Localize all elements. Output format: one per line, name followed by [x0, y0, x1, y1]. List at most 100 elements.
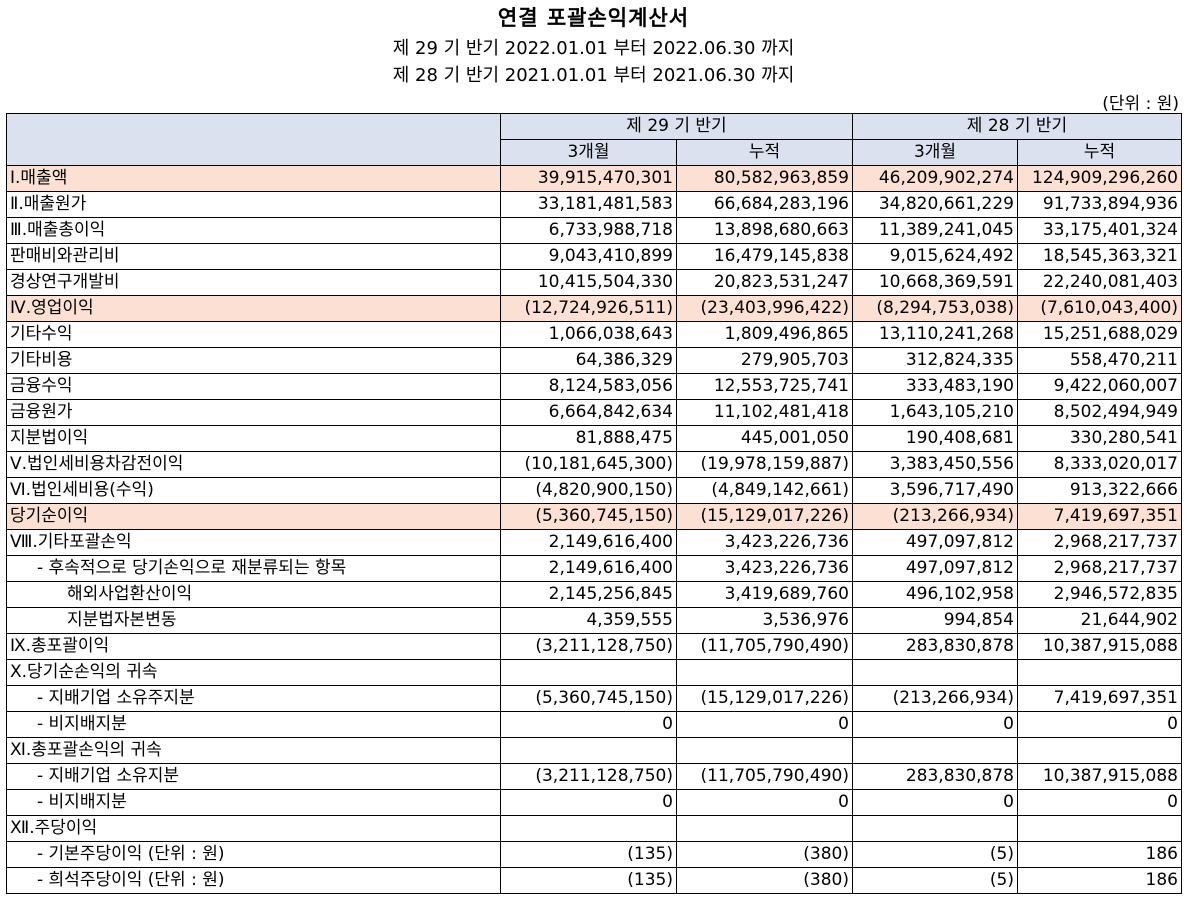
- amount-cell: (5,360,745,150): [500, 685, 677, 712]
- amount-cell: (11,705,790,490): [676, 633, 853, 660]
- account-label: 금융수익: [6, 373, 501, 400]
- table-row: Ⅰ.매출액 39,915,470,301 80,582,963,859 46,209,…: [6, 165, 1182, 192]
- amount-cell: 186: [1017, 841, 1182, 868]
- income-statement-table: 제 29 기 반기 제 28 기 반기 3개월 누적 3개월 누적 Ⅰ.매출액 3…: [6, 113, 1182, 894]
- amount-cell: 279,905,703: [676, 347, 853, 374]
- amount-cell: 4,359,555: [500, 607, 677, 634]
- table-row: Ⅲ.매출총이익 6,733,988,718 13,898,680,663 11,389…: [6, 217, 1182, 244]
- amount-cell: 333,483,190: [852, 373, 1018, 400]
- amount-cell: 0: [852, 711, 1018, 738]
- amount-cell: 6,664,842,634: [500, 399, 677, 426]
- amount-cell: [500, 737, 677, 764]
- amount-cell: 497,097,812: [852, 555, 1018, 582]
- table-row: - 후속적으로 당기손익으로 재분류되는 항목 2,149,616,400 3,42…: [6, 555, 1182, 582]
- amount-cell: 33,181,481,583: [500, 191, 677, 218]
- amount-cell: 186: [1017, 867, 1182, 894]
- amount-cell: 3,596,717,490: [852, 477, 1018, 504]
- amount-cell: [676, 815, 853, 842]
- table-row: Ⅵ.법인세비용(수익) (4,820,900,150) (4,849,142,661…: [6, 477, 1182, 504]
- amount-cell: 445,001,050: [676, 425, 853, 452]
- account-label: Ⅲ.매출총이익: [6, 217, 501, 244]
- amount-cell: 913,322,666: [1017, 477, 1182, 504]
- account-label: 지분법이익: [6, 425, 501, 452]
- amount-cell: 0: [500, 711, 677, 738]
- amount-cell: 64,386,329: [500, 347, 677, 374]
- amount-cell: [676, 737, 853, 764]
- table-row: Ⅻ.주당이익: [6, 815, 1182, 842]
- account-label: - 비지배지분: [6, 789, 501, 816]
- amount-cell: 12,553,725,741: [676, 373, 853, 400]
- amount-cell: 0: [1017, 789, 1182, 816]
- header-row-columns: 3개월 누적 3개월 누적: [7, 139, 1182, 166]
- amount-cell: [1017, 815, 1182, 842]
- table-row: 금융수익 8,124,583,056 12,553,725,741 333,483,1…: [6, 373, 1182, 400]
- current-period: 제 29 기 반기 2022.01.01 부터 2022.06.30 까지: [392, 38, 795, 59]
- amount-cell: 2,149,616,400: [500, 555, 677, 582]
- table-row: Ⅴ.법인세비용차감전이익 (10,181,645,300) (19,978,159,…: [6, 451, 1182, 478]
- table-row: 경상연구개발비 10,415,504,330 20,823,531,247 10,66…: [6, 269, 1182, 296]
- amount-cell: 8,124,583,056: [500, 373, 677, 400]
- amount-cell: 330,280,541: [1017, 425, 1182, 452]
- amount-cell: 33,175,401,324: [1017, 217, 1182, 244]
- table-row: 기타수익 1,066,038,643 1,809,496,865 13,110,241…: [6, 321, 1182, 348]
- table-row: Ⅹ.당기순손익의 귀속: [6, 659, 1182, 686]
- header-col-cum-prior: 누적: [1017, 139, 1182, 166]
- account-label: Ⅺ.총포괄손익의 귀속: [6, 737, 501, 764]
- account-label: 경상연구개발비: [6, 269, 501, 296]
- table-row: Ⅸ.총포괄이익 (3,211,128,750) (11,705,790,490) 28…: [6, 633, 1182, 660]
- amount-cell: (5,360,745,150): [500, 503, 677, 530]
- amount-cell: (4,849,142,661): [676, 477, 853, 504]
- amount-cell: 21,644,902: [1017, 607, 1182, 634]
- amount-cell: 0: [500, 789, 677, 816]
- amount-cell: [1017, 737, 1182, 764]
- prior-period: 제 28 기 반기 2021.01.01 부터 2021.06.30 까지: [392, 65, 795, 86]
- amount-cell: (3,211,128,750): [500, 763, 677, 790]
- header-row-periods: 제 29 기 반기 제 28 기 반기: [6, 113, 1182, 166]
- amount-cell: (23,403,996,422): [676, 295, 853, 322]
- amount-cell: [676, 659, 853, 686]
- amount-cell: 10,415,504,330: [500, 269, 677, 296]
- amount-cell: (380): [676, 867, 853, 894]
- amount-cell: (5): [852, 867, 1018, 894]
- header-period-prior: 제 28 기 반기: [852, 113, 1182, 140]
- amount-cell: 496,102,958: [852, 581, 1018, 608]
- amount-cell: 0: [1017, 711, 1182, 738]
- account-label: - 후속적으로 당기손익으로 재분류되는 항목: [6, 555, 501, 582]
- amount-cell: 994,854: [852, 607, 1018, 634]
- amount-cell: 2,968,217,737: [1017, 529, 1182, 556]
- account-label: Ⅷ.기타포괄손익: [6, 529, 501, 556]
- amount-cell: (11,705,790,490): [676, 763, 853, 790]
- amount-cell: 46,209,902,274: [852, 165, 1018, 192]
- header-period-current: 제 29 기 반기: [500, 113, 853, 140]
- amount-cell: 1,643,105,210: [852, 399, 1018, 426]
- table-row: - 기본주당이익 (단위 : 원) (135) (380) (5) 186: [6, 841, 1182, 868]
- amount-cell: (19,978,159,887): [676, 451, 853, 478]
- account-label: Ⅴ.법인세비용차감전이익: [6, 451, 501, 478]
- amount-cell: 0: [852, 789, 1018, 816]
- account-label: 해외사업환산이익: [6, 581, 501, 608]
- table-row: Ⅱ.매출원가 33,181,481,583 66,684,283,196 34,820…: [6, 191, 1182, 218]
- account-label: 기타비용: [6, 347, 501, 374]
- header-col-3m-current: 3개월: [500, 139, 677, 166]
- account-label: 금융원가: [6, 399, 501, 426]
- account-label: - 비지배지분: [6, 711, 501, 738]
- header-account-cell: [6, 113, 501, 166]
- amount-cell: (3,211,128,750): [500, 633, 677, 660]
- amount-cell: 39,915,470,301: [500, 165, 677, 192]
- table-row: 지분법자본변동 4,359,555 3,536,976 994,854 21,644,9…: [6, 607, 1182, 634]
- account-label: - 지배기업 소유주지분: [6, 685, 501, 712]
- table-row: Ⅷ.기타포괄손익 2,149,616,400 3,423,226,736 497,09…: [6, 529, 1182, 556]
- account-label: Ⅻ.주당이익: [6, 815, 501, 842]
- amount-cell: (12,724,926,511): [500, 295, 677, 322]
- amount-cell: (5): [852, 841, 1018, 868]
- amount-cell: 283,830,878: [852, 763, 1018, 790]
- table-row: 당기순이익 (5,360,745,150) (15,129,017,226) (213…: [6, 503, 1182, 530]
- amount-cell: 34,820,661,229: [852, 191, 1018, 218]
- amount-cell: 558,470,211: [1017, 347, 1182, 374]
- account-label: - 지배기업 소유지분: [6, 763, 501, 790]
- amount-cell: (4,820,900,150): [500, 477, 677, 504]
- account-label: 당기순이익: [6, 503, 501, 530]
- amount-cell: 13,110,241,268: [852, 321, 1018, 348]
- table-row: - 비지배지분 0 0 0 0: [6, 789, 1182, 816]
- account-label: Ⅸ.총포괄이익: [6, 633, 501, 660]
